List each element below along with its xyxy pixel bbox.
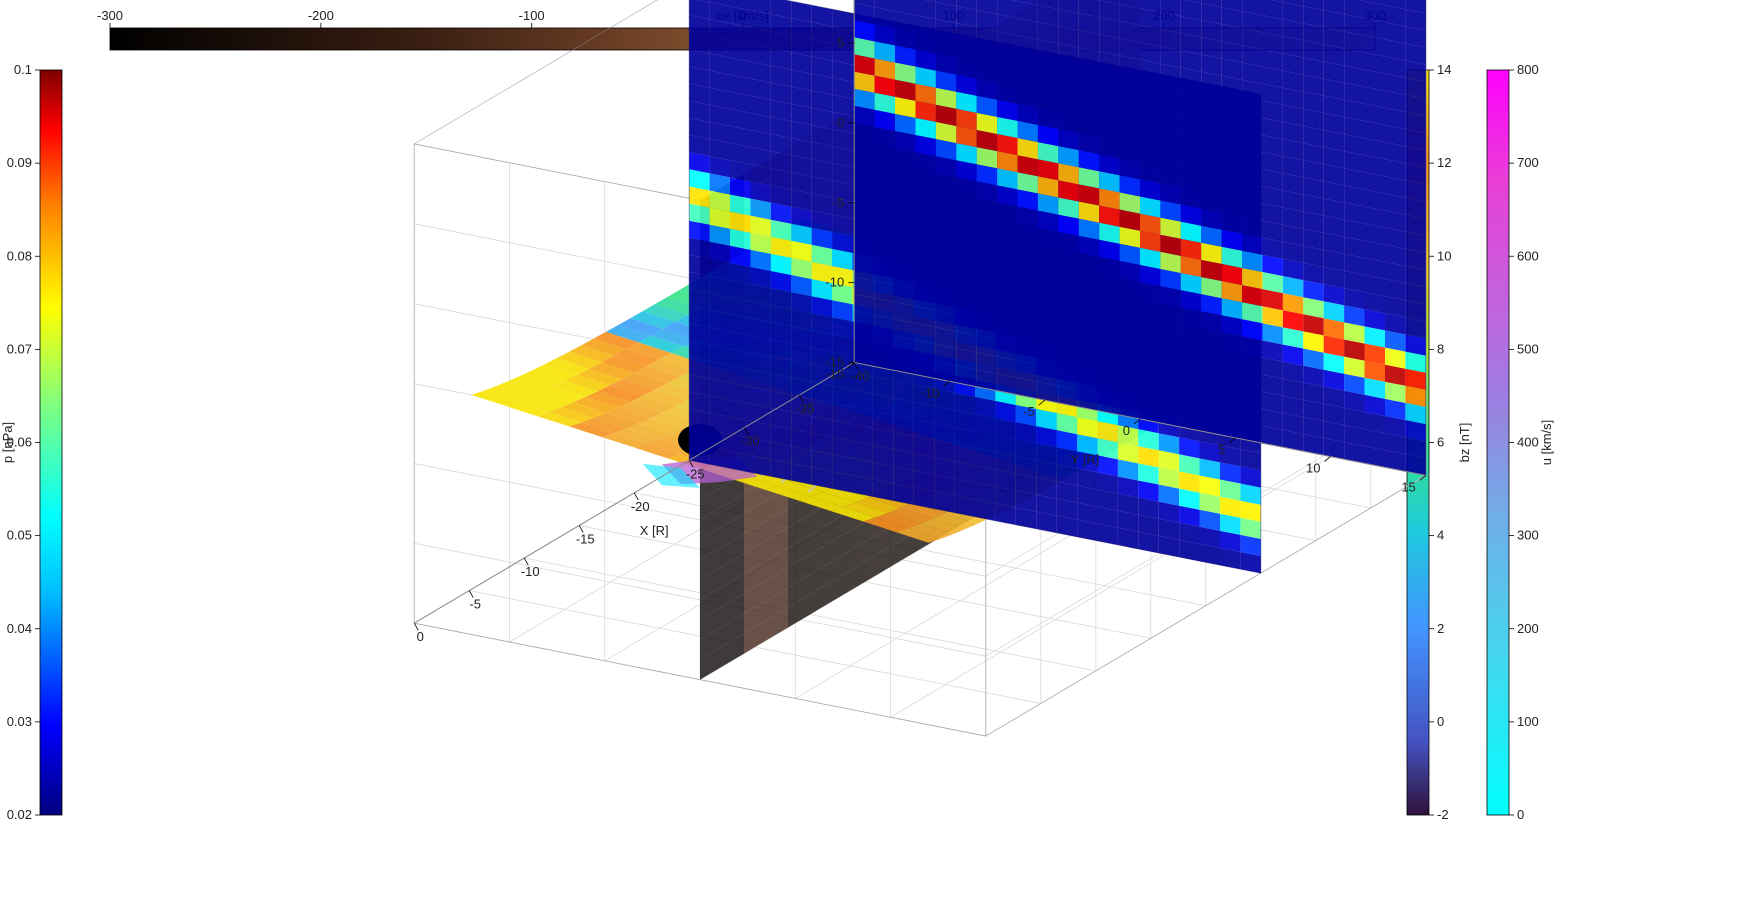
svg-text:-20: -20: [631, 499, 650, 514]
colorbar-u: 0 100 200 300 400 500 600 700 800 u [km/s]: [1487, 62, 1554, 822]
colorbar-u-ticks: 0 100 200 300 400 500 600 700 800: [1509, 62, 1539, 822]
svg-text:-5: -5: [833, 195, 845, 210]
svg-text:14: 14: [1437, 62, 1451, 77]
svg-text:0.05: 0.05: [7, 528, 32, 543]
svg-text:-5: -5: [469, 597, 481, 612]
svg-text:-40: -40: [851, 369, 870, 384]
svg-text:0.04: 0.04: [7, 621, 32, 636]
colorbar-bz-title: bz [nT]: [1457, 423, 1472, 463]
svg-text:0: 0: [1437, 714, 1444, 729]
svg-text:0: 0: [837, 115, 844, 130]
svg-text:0.03: 0.03: [7, 714, 32, 729]
svg-text:6: 6: [1437, 435, 1444, 450]
svg-text:15: 15: [1401, 479, 1415, 494]
svg-text:0.08: 0.08: [7, 248, 32, 263]
svg-text:-2: -2: [1437, 807, 1449, 822]
svg-text:800: 800: [1517, 62, 1539, 77]
svg-text:5: 5: [837, 35, 844, 50]
svg-text:400: 400: [1517, 435, 1539, 450]
svg-text:0.02: 0.02: [7, 807, 32, 822]
svg-text:-15: -15: [825, 355, 844, 370]
svg-text:600: 600: [1517, 248, 1539, 263]
svg-text:-10: -10: [521, 564, 540, 579]
svg-text:-100: -100: [519, 8, 545, 23]
svg-text:0.07: 0.07: [7, 341, 32, 356]
svg-text:-15: -15: [576, 531, 595, 546]
svg-text:-30: -30: [741, 434, 760, 449]
svg-text:-25: -25: [686, 466, 705, 481]
colorbar-bz-ticks: -2 0 2 4 6 8 10 12 14: [1429, 62, 1451, 822]
svg-text:8: 8: [1437, 341, 1444, 356]
svg-text:0: 0: [417, 629, 424, 644]
scene-3d: -40 -35 -30 -25 -20 -15 -10 -5 0 X [R] -15 -10 -5 0 5 1…: [414, 0, 1426, 736]
svg-text:-5: -5: [1023, 404, 1035, 419]
svg-text:12: 12: [1437, 155, 1451, 170]
svg-text:-10: -10: [921, 385, 940, 400]
svg-text:-35: -35: [796, 401, 815, 416]
svg-text:2: 2: [1437, 621, 1444, 636]
svg-text:10: 10: [1437, 248, 1451, 263]
svg-text:10: 10: [1306, 461, 1320, 476]
svg-text:0.1: 0.1: [14, 62, 32, 77]
svg-text:100: 100: [1517, 714, 1539, 729]
svg-text:0: 0: [1517, 807, 1524, 822]
svg-text:5: 5: [1218, 442, 1225, 457]
plot-figure: ux [km/s] -300-200-1000100200300 0.020.0…: [0, 0, 1746, 917]
svg-text:-300: -300: [97, 8, 123, 23]
svg-text:-200: -200: [308, 8, 334, 23]
colorbar-u-bar: [1487, 70, 1509, 815]
axis-y-title: Y [R]: [1071, 452, 1100, 467]
svg-text:700: 700: [1517, 155, 1539, 170]
svg-text:300: 300: [1517, 528, 1539, 543]
svg-text:200: 200: [1517, 621, 1539, 636]
colorbar-p-bar: [40, 70, 62, 815]
svg-text:500: 500: [1517, 341, 1539, 356]
colorbar-p: 0.020.030.040.050.060.070.080.090.1 p [n…: [0, 62, 62, 822]
axis-x-title: X [R]: [640, 523, 669, 538]
colorbar-u-title: u [km/s]: [1539, 420, 1554, 466]
svg-text:0.09: 0.09: [7, 155, 32, 170]
svg-text:-10: -10: [825, 275, 844, 290]
svg-text:4: 4: [1437, 528, 1444, 543]
colorbar-p-title: p [nPa]: [0, 422, 15, 463]
svg-text:0: 0: [1123, 423, 1130, 438]
